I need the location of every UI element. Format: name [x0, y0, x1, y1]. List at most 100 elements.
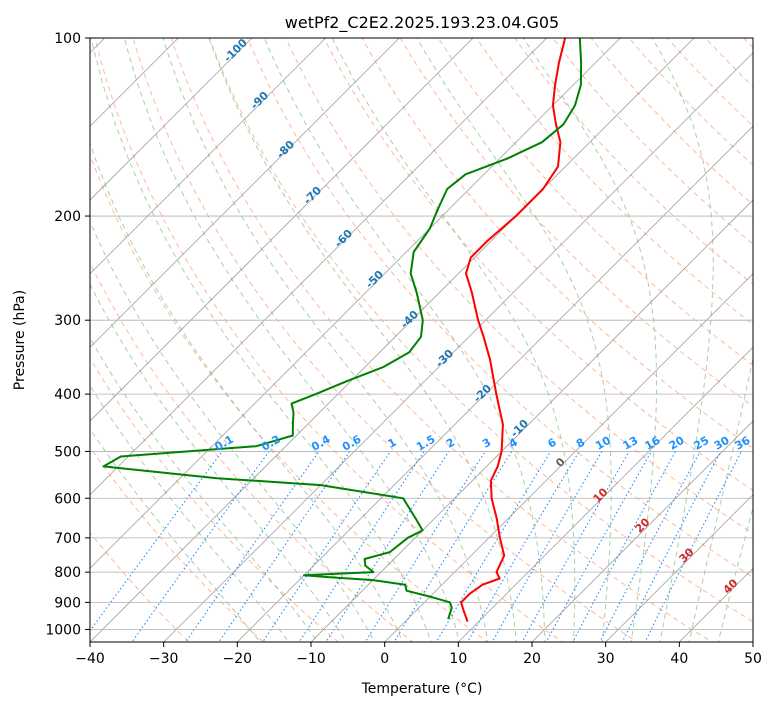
mixing-ratio-line: [298, 451, 425, 642]
upper-label: -100: [221, 36, 250, 65]
moist-adiabat-label: 30: [677, 545, 697, 565]
upper-label: -50: [363, 268, 386, 291]
isotherm-line: [90, 38, 474, 422]
dry-adiabat-line: [704, 38, 753, 88]
plot-area: 0.1 0.2 0.4 0.6 1 1.5 2 3 4 6 8 10 13 16 20 25 30 3601020…: [90, 25, 775, 654]
moist-adiabat-line: [688, 356, 753, 642]
mixing-ratio-line: [621, 451, 722, 642]
dry-adiabat-line: [769, 25, 775, 654]
moist-adiabat-line: [416, 38, 612, 642]
mixing-ratio-label: 30: [712, 434, 732, 453]
dry-adiabat-line: [285, 38, 753, 535]
dry-adiabat-line: [552, 38, 753, 245]
mixing-ratio-label: 16: [643, 434, 663, 453]
profile-curves: [102, 38, 583, 622]
moist-adiabat-line: [208, 38, 517, 642]
mixing-ratio-line: [435, 451, 552, 642]
isotherm-line: [531, 420, 753, 642]
isotherms: [90, 38, 753, 642]
dry-adiabat-line: [90, 261, 414, 642]
isotherm-line: [458, 346, 753, 642]
moist-adiabat-line: [522, 38, 657, 642]
dry-adiabat-line: [399, 38, 753, 408]
dry-adiabat-line: [628, 38, 753, 166]
isotherm-line: [90, 38, 547, 496]
moist-adiabat-line: [90, 38, 432, 642]
mixing-ratio-line: [644, 451, 742, 642]
x-axis: −40 −30 −20 −10 0 10 20 30 40 50: [75, 642, 762, 667]
moist-adiabat-line: [90, 428, 261, 642]
isotherm-line: [90, 38, 400, 348]
x-tick-label: 30: [597, 651, 615, 667]
mixing-ratio-line: [325, 451, 450, 642]
mixing-ratio-line: [262, 451, 391, 642]
dry-adiabat-line: [90, 357, 339, 642]
upper-label: -90: [248, 89, 271, 112]
x-tick-label: 40: [670, 651, 688, 667]
isotherm-line: [90, 38, 253, 201]
upper-label: -40: [398, 308, 421, 331]
mixing-ratio-label: 6: [545, 435, 558, 450]
isotherm-line: [310, 199, 753, 642]
x-tick-label: 20: [523, 651, 541, 667]
moist-adiabat-line: [90, 283, 347, 642]
x-tick-label: −10: [296, 651, 326, 667]
mixing-ratio-label: 3: [480, 436, 493, 451]
y-axis-label: Pressure (hPa): [12, 290, 28, 390]
chart-title: wetPf2_C2E2.2025.193.23.04.G05: [285, 13, 559, 33]
y-tick-label: 400: [54, 387, 81, 403]
moist-adiabat-line: [90, 337, 319, 642]
mixing-ratio-label: 20: [667, 434, 687, 453]
dry-adiabat-line: [361, 38, 753, 449]
mixing-ratio-label: 1.5: [414, 433, 437, 454]
x-tick-label: −30: [149, 651, 179, 667]
y-axis: 100 200 300 400 500 600 700 800 900 1000: [45, 31, 90, 638]
moist-adiabat-line: [162, 38, 489, 642]
temperature-line: [460, 38, 567, 622]
upper-label: -20: [471, 382, 494, 405]
moist-adiabat-line: [123, 38, 461, 642]
mixing-ratio-line: [521, 451, 630, 642]
dewpoint-line: [102, 38, 583, 620]
dry-adiabat-line: [514, 38, 753, 285]
dry-adiabat-line: [170, 38, 713, 642]
moist-adiabat-line: [90, 220, 376, 642]
isotherm-line: [90, 38, 621, 569]
mixing-ratio-label: 0.2: [259, 433, 282, 454]
dry-adiabats: [90, 25, 775, 654]
upper-label: -70: [301, 184, 324, 207]
y-tick-label: 600: [54, 491, 81, 507]
isotherm-line: [90, 38, 326, 275]
upper-label: -60: [332, 227, 355, 250]
isotherm-line: [384, 273, 753, 642]
dry-adiabat-line: [132, 38, 638, 642]
isotherm-line: [237, 125, 753, 642]
x-axis-label: Temperature (°C): [361, 681, 483, 697]
dry-adiabat-line: [247, 38, 753, 578]
mixing-ratio-line: [491, 451, 603, 642]
dry-adiabat-line: [90, 446, 265, 642]
dry-adiabat-line: [90, 153, 489, 642]
dry-adiabat-line: [475, 38, 753, 326]
mixing-ratio-line: [393, 451, 513, 642]
mixing-ratio-line: [90, 451, 223, 632]
y-tick-label: 500: [54, 444, 81, 460]
dry-adiabat-line: [590, 38, 753, 206]
moist-adiabat-line: [90, 141, 404, 642]
dry-adiabat-line: [323, 38, 753, 492]
mixing-ratio-label: 13: [621, 434, 641, 453]
moist-adiabat-label: 20: [633, 515, 653, 535]
mixing-ratio-label: 8: [574, 436, 587, 451]
y-tick-label: 1000: [45, 622, 81, 638]
dry-adiabat-line: [94, 38, 564, 642]
moist-adiabat-line: [717, 506, 753, 642]
x-tick-label: 0: [380, 651, 389, 667]
x-tick-label: −40: [75, 651, 105, 667]
upper-label: -30: [433, 347, 456, 370]
dry-adiabat-line: [437, 38, 753, 366]
x-tick-label: −20: [223, 651, 253, 667]
y-tick-label: 200: [54, 209, 81, 225]
mixing-ratio-line: [545, 451, 652, 642]
mixing-ratio-line: [466, 451, 580, 642]
